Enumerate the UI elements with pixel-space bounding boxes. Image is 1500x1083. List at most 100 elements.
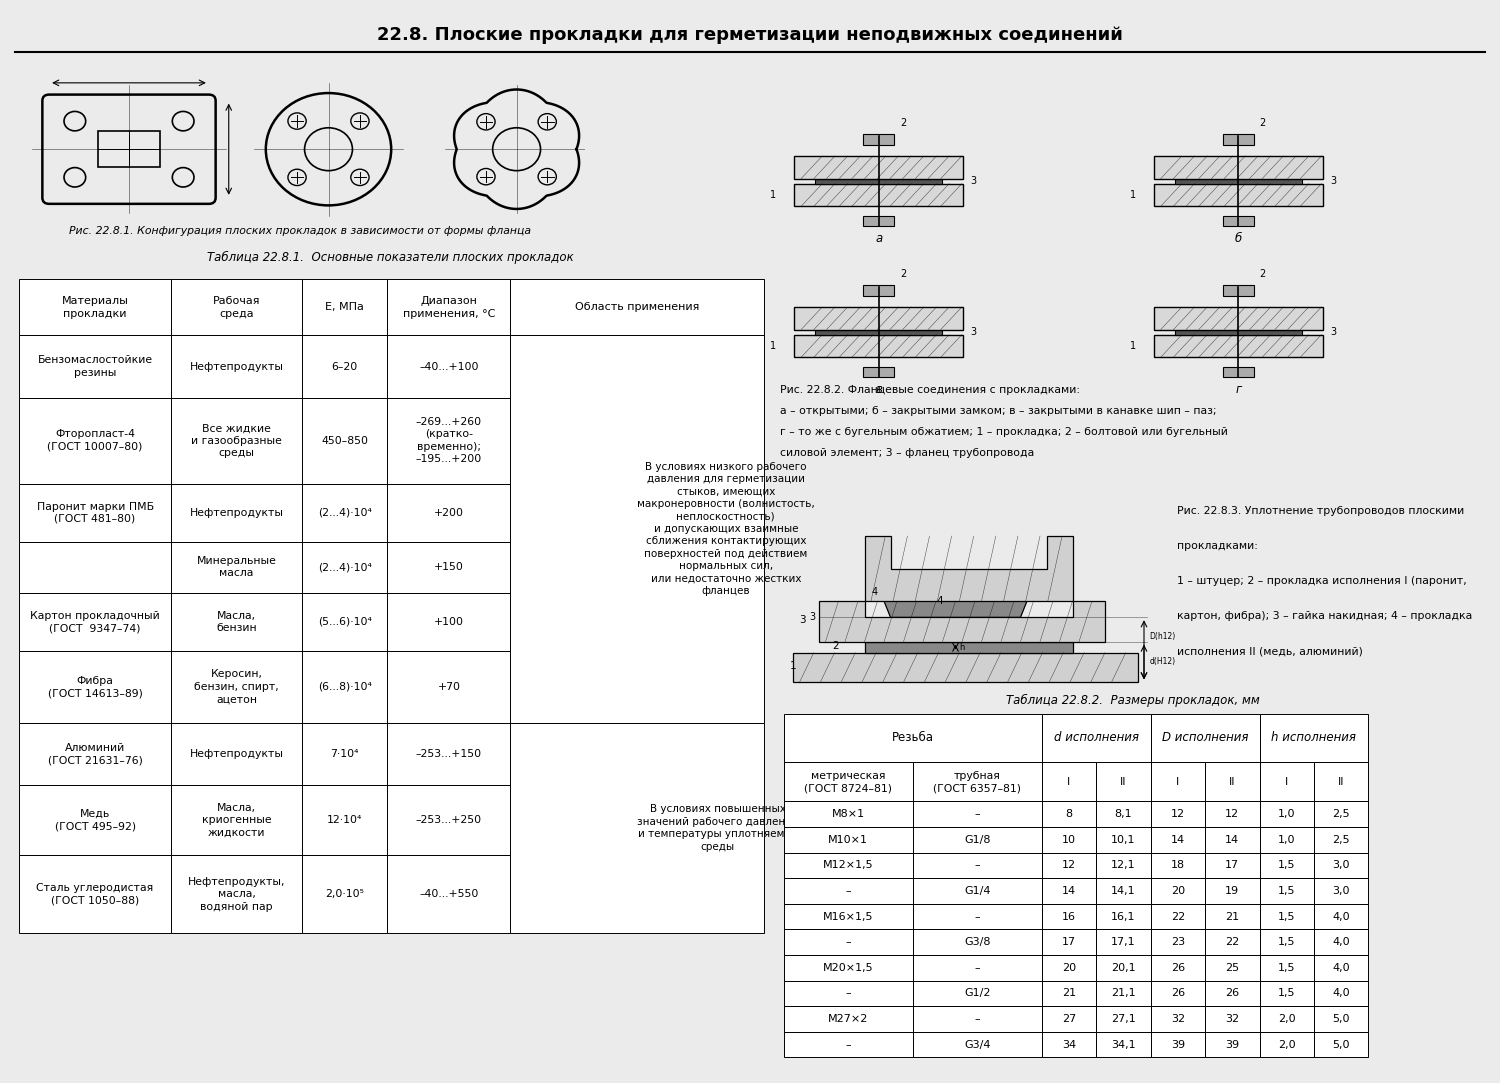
- Text: а – открытыми; б – закрытыми замком; в – закрытыми в канавке шип – паз;: а – открытыми; б – закрытыми замком; в –…: [780, 406, 1216, 416]
- Text: М27×2: М27×2: [828, 1014, 868, 1025]
- Bar: [1150, 904, 1204, 929]
- Bar: [816, 329, 942, 335]
- Bar: [783, 980, 912, 1006]
- Bar: [510, 722, 764, 934]
- Text: 26: 26: [1172, 989, 1185, 999]
- Text: метрическая
(ГОСТ 8724–81): метрическая (ГОСТ 8724–81): [804, 771, 892, 793]
- Bar: [18, 785, 171, 856]
- Bar: [510, 336, 764, 722]
- Bar: [1096, 878, 1150, 904]
- Text: 4: 4: [871, 587, 877, 597]
- Bar: [1096, 904, 1150, 929]
- Text: 4,0: 4,0: [1332, 937, 1350, 948]
- Text: 8: 8: [1065, 809, 1072, 819]
- Text: –253...+250: –253...+250: [416, 815, 482, 825]
- Text: 12,1: 12,1: [1112, 861, 1136, 871]
- Bar: [1260, 929, 1314, 955]
- Bar: [171, 722, 302, 785]
- Bar: [794, 306, 963, 329]
- Bar: [912, 929, 1042, 955]
- Text: 39: 39: [1172, 1040, 1185, 1049]
- Bar: [912, 827, 1042, 852]
- Bar: [1150, 955, 1204, 980]
- Text: Резьба: Резьба: [891, 731, 933, 744]
- Text: Все жидкие
и газообразные
среды: Все жидкие и газообразные среды: [190, 423, 282, 458]
- Bar: [171, 279, 302, 336]
- Bar: [1314, 904, 1368, 929]
- Bar: [862, 217, 894, 226]
- Text: 3: 3: [1330, 327, 1336, 337]
- Text: 25: 25: [1226, 963, 1239, 973]
- Text: 1: 1: [771, 190, 777, 200]
- Text: G1/8: G1/8: [964, 835, 990, 845]
- Text: h исполнения: h исполнения: [1272, 731, 1356, 744]
- Text: 1,5: 1,5: [1278, 861, 1296, 871]
- Bar: [171, 542, 302, 592]
- Bar: [387, 397, 510, 483]
- Text: Картон прокладочный
(ГОСТ  9347–74): Картон прокладочный (ГОСТ 9347–74): [30, 611, 160, 634]
- Text: I: I: [1176, 777, 1179, 787]
- Bar: [18, 279, 171, 336]
- Text: –: –: [846, 989, 850, 999]
- Text: –: –: [975, 861, 980, 871]
- Text: 12: 12: [1062, 861, 1076, 871]
- Text: –253...+150: –253...+150: [416, 749, 482, 759]
- Text: 1: 1: [1130, 341, 1136, 351]
- Bar: [302, 592, 387, 651]
- Text: 27,1: 27,1: [1112, 1014, 1136, 1025]
- Text: г: г: [1234, 383, 1242, 396]
- Text: М20×1,5: М20×1,5: [824, 963, 873, 973]
- Text: (5...6)·10⁴: (5...6)·10⁴: [318, 617, 372, 627]
- Polygon shape: [819, 601, 1106, 641]
- Text: 3: 3: [970, 327, 976, 337]
- Bar: [1042, 1006, 1096, 1032]
- Text: I: I: [1286, 777, 1288, 787]
- Text: 4,0: 4,0: [1332, 989, 1350, 999]
- Bar: [1150, 714, 1260, 762]
- Polygon shape: [884, 587, 1028, 617]
- Bar: [1042, 714, 1150, 762]
- Bar: [302, 397, 387, 483]
- Text: Нефтепродукты: Нефтепродукты: [189, 749, 284, 759]
- Text: Бензомаслостойкие
резины: Бензомаслостойкие резины: [38, 355, 153, 378]
- Bar: [783, 1032, 912, 1057]
- Bar: [18, 651, 171, 722]
- Text: 3: 3: [1330, 177, 1336, 186]
- Text: 4,0: 4,0: [1332, 963, 1350, 973]
- Text: h: h: [958, 642, 964, 652]
- Text: 2,0: 2,0: [1278, 1014, 1296, 1025]
- Text: Минеральные
масла: Минеральные масла: [196, 556, 276, 578]
- Bar: [1260, 1032, 1314, 1057]
- Text: 6–20: 6–20: [332, 362, 357, 371]
- Text: г – то же с бугельным обжатием; 1 – прокладка; 2 – болтовой или бугельный: г – то же с бугельным обжатием; 1 – прок…: [780, 427, 1228, 438]
- Bar: [1314, 878, 1368, 904]
- Text: Область применения: Область применения: [574, 302, 699, 312]
- Bar: [1314, 929, 1368, 955]
- Bar: [171, 651, 302, 722]
- Bar: [1096, 801, 1150, 827]
- Bar: [98, 131, 160, 167]
- Text: –: –: [846, 937, 850, 948]
- Bar: [1042, 827, 1096, 852]
- Bar: [171, 397, 302, 483]
- Text: –40...+550: –40...+550: [419, 889, 478, 899]
- Text: 27: 27: [1062, 1014, 1076, 1025]
- Text: 20: 20: [1172, 886, 1185, 896]
- Text: исполнения II (медь, алюминий): исполнения II (медь, алюминий): [1176, 645, 1362, 656]
- Bar: [1204, 852, 1260, 878]
- Bar: [783, 1006, 912, 1032]
- Bar: [1174, 179, 1302, 184]
- Bar: [1260, 1006, 1314, 1032]
- Bar: [1204, 980, 1260, 1006]
- Bar: [171, 336, 302, 397]
- Text: G3/8: G3/8: [964, 937, 990, 948]
- Text: d(H12): d(H12): [1149, 657, 1176, 666]
- Text: 1,5: 1,5: [1278, 886, 1296, 896]
- Bar: [1150, 1032, 1204, 1057]
- Text: прокладками:: прокладками:: [1176, 540, 1257, 551]
- Bar: [1314, 1006, 1368, 1032]
- Bar: [387, 722, 510, 785]
- Bar: [1314, 827, 1368, 852]
- Text: Рис. 22.8.3. Уплотнение трубопроводов плоскими: Рис. 22.8.3. Уплотнение трубопроводов пл…: [1176, 506, 1464, 516]
- Bar: [1204, 762, 1260, 801]
